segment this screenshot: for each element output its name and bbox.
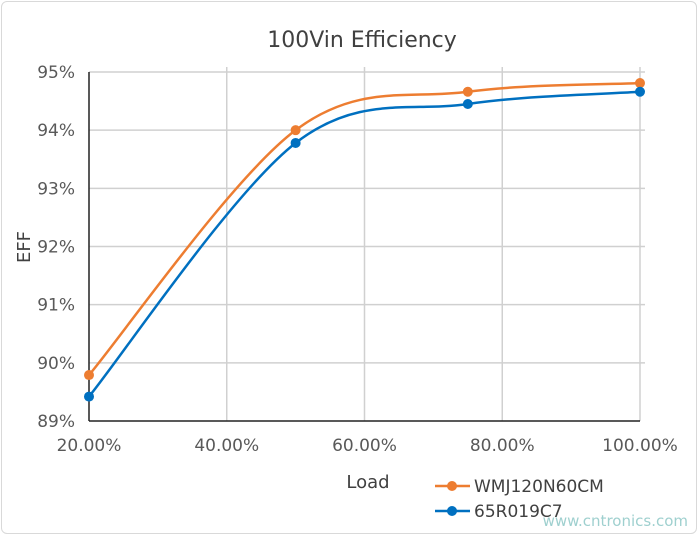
x-tick-label: 40.00% <box>194 436 259 456</box>
y-tick-label: 89% <box>37 412 75 432</box>
x-tick-label: 60.00% <box>332 436 397 456</box>
y-axis-label: EFF <box>14 231 35 263</box>
data-point <box>84 370 94 381</box>
data-point <box>635 78 645 89</box>
x-axis-label: Load <box>346 472 389 493</box>
y-tick-label: 92% <box>37 238 75 258</box>
y-tick-label: 90% <box>37 354 75 374</box>
y-tick-label: 94% <box>37 121 75 141</box>
legend-dot-marker <box>447 481 457 491</box>
data-point <box>290 137 301 148</box>
legend-item[interactable]: 65R019C7 <box>435 502 563 522</box>
chart-title: 100Vin Efficiency <box>267 28 457 53</box>
y-tick-label: 91% <box>37 296 75 316</box>
data-point <box>462 98 473 109</box>
legend-item[interactable]: WMJ120N60CM <box>435 477 604 497</box>
data-point <box>462 86 473 97</box>
y-tick-label: 93% <box>37 179 75 199</box>
watermark: www.cntronics.com <box>543 512 688 530</box>
legend-label: 65R019C7 <box>474 502 563 522</box>
x-tick-label: 100.00% <box>602 436 678 456</box>
y-tick-label: 95% <box>37 63 75 83</box>
x-tick-label: 20.00% <box>57 436 122 456</box>
x-tick-label: 80.00% <box>470 436 535 456</box>
data-point <box>635 86 645 97</box>
series-line <box>88 81 641 376</box>
data-point <box>290 125 301 136</box>
legend-dot-marker <box>447 506 457 516</box>
data-point <box>84 391 94 402</box>
legend-label: WMJ120N60CM <box>474 477 604 497</box>
series-line <box>88 90 641 398</box>
